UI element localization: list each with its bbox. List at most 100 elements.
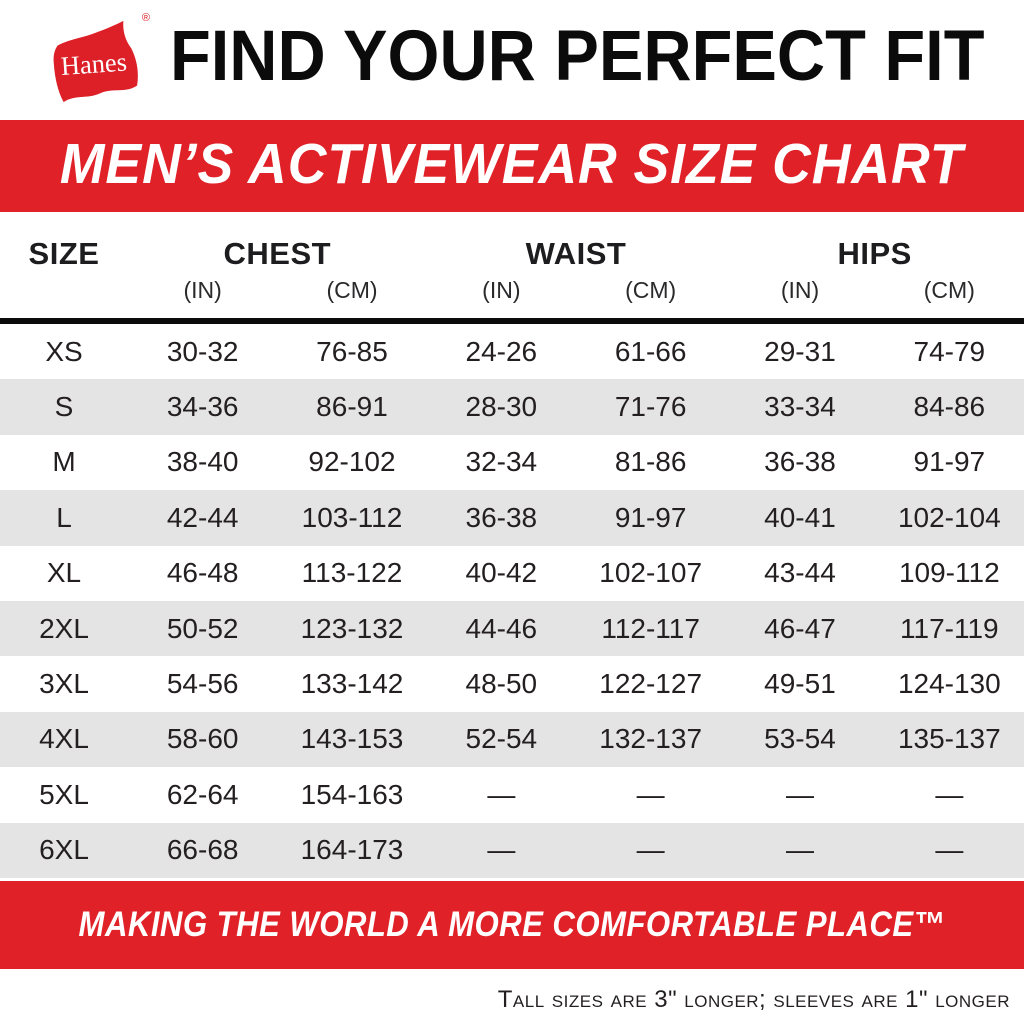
waist-in-value: 44-46 <box>465 612 538 644</box>
size-label: 6XL <box>39 834 89 866</box>
hips-cm-value: 91-97 <box>913 446 986 478</box>
waist-cm-value: 132-137 <box>599 723 703 755</box>
waist-cm-value: — <box>636 834 665 866</box>
unit-header-chest-cm: (CM) <box>326 277 378 303</box>
chest-in-value: 46-48 <box>166 557 239 589</box>
chest-in-value: 42-44 <box>166 501 239 533</box>
chest-in-value: 50-52 <box>166 612 239 644</box>
waist-in-value: 52-54 <box>465 723 538 755</box>
waist-cm-value: — <box>636 778 665 810</box>
chest-cm-value: 86-91 <box>316 391 388 423</box>
table-row-4xl: 4XL 58-60 143-153 52-54 132-137 53-54 13… <box>0 711 1024 768</box>
table-row-m: M 38-40 92-102 32-34 81-86 36-38 91-97 <box>0 435 1024 490</box>
waist-cm-value: 112-117 <box>601 612 700 644</box>
hips-in-value: — <box>785 778 814 810</box>
size-chart-table-header: SIZE CHEST WAIST HIPS (IN) (CM) (IN) (CM… <box>0 212 1024 321</box>
waist-in-value: 48-50 <box>465 668 538 700</box>
size-chart-banner: MEN’S ACTIVEWEAR SIZE CHART <box>0 120 1024 212</box>
size-chart-table-body: XS 30-32 76-85 24-26 61-66 29-31 74-79 S… <box>0 321 1024 878</box>
chest-cm-value: 103-112 <box>301 501 403 533</box>
chest-cm-value: 154-163 <box>300 778 404 810</box>
column-header-chest: CHEST <box>223 236 332 271</box>
hips-in-value: — <box>785 834 814 866</box>
waist-in-value: 40-42 <box>465 557 538 589</box>
table-row-s: S 34-36 86-91 28-30 71-76 33-34 84-86 <box>0 379 1024 435</box>
size-label: 2XL <box>39 612 89 644</box>
size-label: XL <box>46 557 82 589</box>
table-row-2xl: 2XL 50-52 123-132 44-46 112-117 46-47 11… <box>0 600 1024 657</box>
chest-in-value: 34-36 <box>166 391 239 423</box>
table-row-5xl: 5XL 62-64 154-163 — — — — <box>0 767 1024 822</box>
size-label: 4XL <box>39 723 89 755</box>
waist-cm-value: 122-127 <box>599 668 703 700</box>
table-row-l: L 42-44 103-112 36-38 91-97 40-41 102-10… <box>0 490 1024 546</box>
size-label: L <box>56 501 72 533</box>
hips-in-value: 49-51 <box>764 668 836 700</box>
chest-cm-value: 133-142 <box>300 668 404 700</box>
waist-cm-value: 61-66 <box>614 335 687 367</box>
hanes-logo: Hanes ® <box>46 13 150 109</box>
chest-in-value: 38-40 <box>166 446 239 478</box>
unit-header-hips-in: (IN) <box>780 277 820 303</box>
size-label: 5XL <box>39 778 89 810</box>
chest-in-value: 30-32 <box>166 335 239 367</box>
column-header-waist: WAIST <box>525 236 627 271</box>
table-row-3xl: 3XL 54-56 133-142 48-50 122-127 49-51 12… <box>0 656 1024 711</box>
hips-cm-value: 124-130 <box>897 668 1001 700</box>
hips-in-value: 40-41 <box>764 501 836 533</box>
unit-header-waist-cm: (CM) <box>625 277 677 303</box>
tagline-banner: MAKING THE WORLD A MORE COMFORTABLE PLAC… <box>0 880 1024 969</box>
hips-cm-value: — <box>935 778 964 810</box>
hips-cm-value: 109-112 <box>898 557 1000 589</box>
chest-cm-value: 164-173 <box>300 834 404 866</box>
chest-in-value: 58-60 <box>166 723 239 755</box>
hips-cm-value: 135-137 <box>897 723 1001 755</box>
chest-cm-value: 123-132 <box>300 612 404 644</box>
waist-cm-value: 81-86 <box>614 446 687 478</box>
hips-cm-value: 102-104 <box>897 501 1001 533</box>
size-label: XS <box>45 335 83 367</box>
size-chart-banner-title: MEN’S ACTIVEWEAR SIZE CHART <box>60 132 964 196</box>
hips-cm-value: 117-119 <box>900 612 999 644</box>
column-header-hips: HIPS <box>837 236 912 271</box>
chest-in-value: 54-56 <box>166 668 239 700</box>
hips-cm-value: 84-86 <box>913 391 986 423</box>
table-row-xs: XS 30-32 76-85 24-26 61-66 29-31 74-79 <box>0 321 1024 379</box>
page-title: FIND YOUR PERFECT FIT <box>169 16 985 96</box>
size-label: S <box>54 391 74 423</box>
hips-in-value: 29-31 <box>764 335 836 367</box>
column-header-size: SIZE <box>28 236 100 271</box>
waist-in-value: 28-30 <box>465 391 538 423</box>
waist-in-value: — <box>487 778 516 810</box>
unit-header-waist-in: (IN) <box>482 277 521 303</box>
hips-in-value: 53-54 <box>764 723 836 755</box>
hips-cm-value: — <box>935 834 964 866</box>
chest-in-value: 62-64 <box>166 778 239 810</box>
waist-cm-value: 102-107 <box>599 557 703 589</box>
footnote: Tall sizes are 3" longer; sleeves are 1"… <box>497 985 1010 1013</box>
size-label: M <box>52 446 76 478</box>
waist-in-value: 32-34 <box>465 446 538 478</box>
unit-header-empty <box>0 271 128 321</box>
hips-cm-value: 74-79 <box>913 335 986 367</box>
waist-cm-value: 91-97 <box>614 501 687 533</box>
hanes-flag-icon: Hanes <box>53 20 138 103</box>
hips-in-value: 46-47 <box>764 612 836 644</box>
hips-in-value: 36-38 <box>764 446 836 478</box>
page-header: Hanes ® FIND YOUR PERFECT FIT <box>0 0 1024 120</box>
chest-cm-value: 113-122 <box>301 557 403 589</box>
chest-cm-value: 92-102 <box>308 446 396 478</box>
hips-in-value: 33-34 <box>764 391 836 423</box>
size-label: 3XL <box>39 668 89 700</box>
unit-header-row: (IN) (CM) (IN) (CM) (IN) (CM) <box>0 271 1024 321</box>
waist-in-value: 36-38 <box>465 501 538 533</box>
unit-header-chest-in: (IN) <box>183 277 222 303</box>
size-chart-table: SIZE CHEST WAIST HIPS (IN) (CM) (IN) (CM… <box>0 212 1024 878</box>
waist-in-value: 24-26 <box>465 335 538 367</box>
brand-wordmark: Hanes <box>60 47 128 82</box>
waist-in-value: — <box>487 834 516 866</box>
unit-header-hips-cm: (CM) <box>923 277 975 303</box>
table-row-6xl: 6XL 66-68 164-173 — — — — <box>0 822 1024 878</box>
tagline-text: MAKING THE WORLD A MORE COMFORTABLE PLAC… <box>78 904 946 944</box>
